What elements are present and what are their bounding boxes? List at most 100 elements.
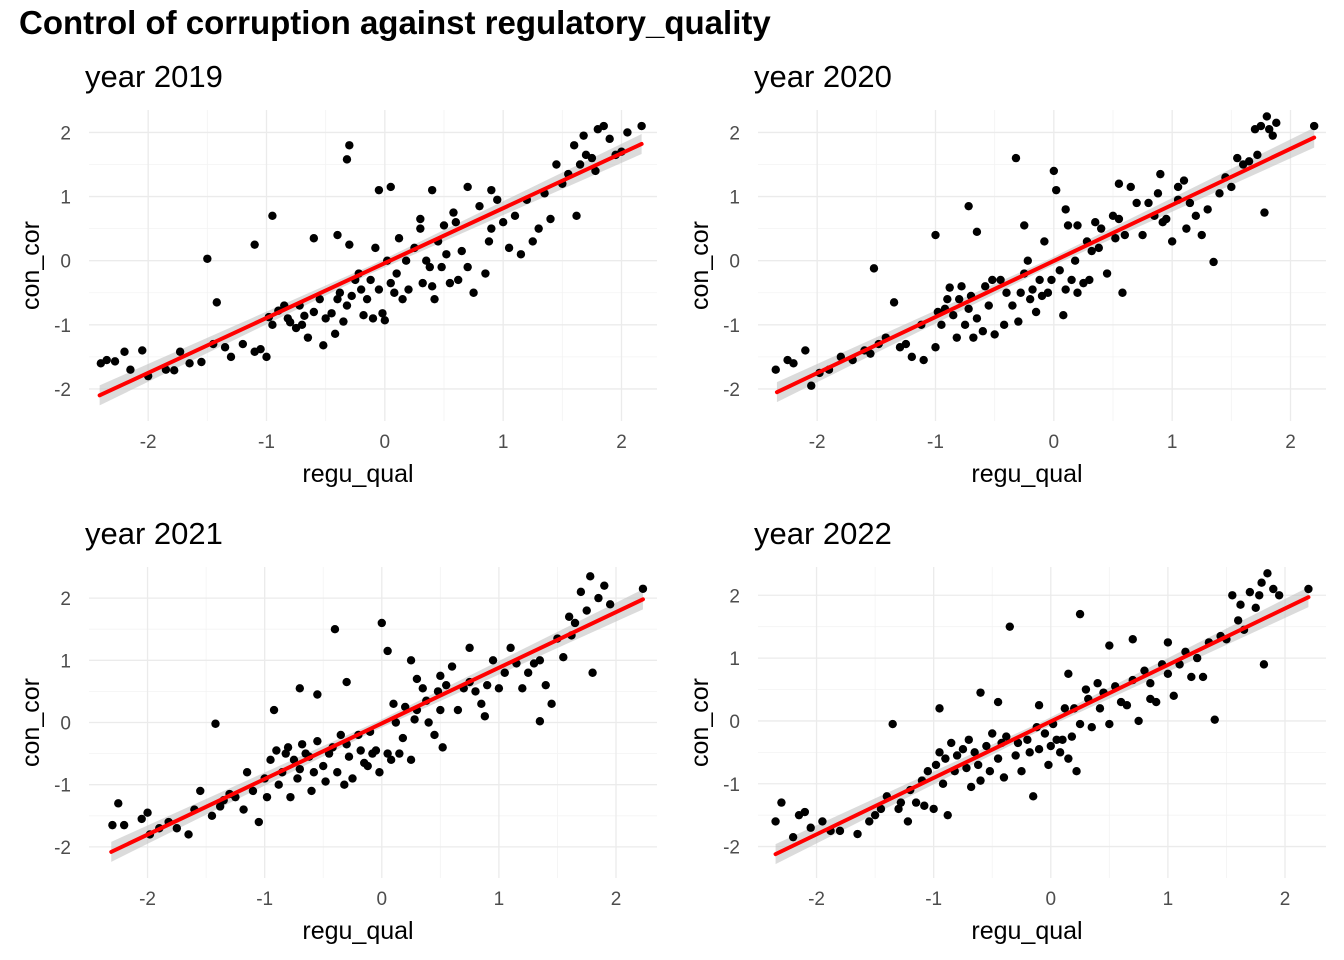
data-point bbox=[126, 365, 135, 374]
data-point bbox=[1052, 735, 1061, 744]
data-point bbox=[395, 749, 404, 758]
data-point bbox=[1040, 729, 1050, 738]
data-point bbox=[1002, 288, 1011, 297]
fit-line bbox=[109, 597, 645, 854]
data-point bbox=[1047, 275, 1056, 285]
x-axis-label: regu_qual bbox=[971, 460, 1082, 488]
data-point bbox=[966, 782, 976, 792]
data-point bbox=[344, 752, 354, 761]
data-point bbox=[416, 224, 425, 233]
data-point bbox=[242, 768, 252, 777]
data-point bbox=[1169, 691, 1178, 700]
data-point bbox=[1162, 214, 1171, 224]
data-point bbox=[1052, 185, 1061, 195]
data-point bbox=[238, 339, 248, 349]
data-point bbox=[943, 294, 952, 304]
data-point bbox=[416, 214, 425, 224]
data-point bbox=[586, 572, 595, 581]
data-point bbox=[1105, 719, 1114, 729]
data-point bbox=[534, 224, 543, 233]
y-tick-label: 0 bbox=[60, 714, 71, 735]
data-point bbox=[1259, 660, 1269, 669]
data-point bbox=[1253, 150, 1262, 160]
panel-title: year 2020 bbox=[754, 59, 892, 94]
data-point bbox=[896, 798, 906, 807]
data-point bbox=[958, 745, 968, 754]
y-tick-label: 2 bbox=[60, 589, 71, 610]
data-point bbox=[477, 699, 486, 709]
data-point bbox=[1025, 748, 1034, 757]
data-point bbox=[1198, 672, 1208, 682]
data-point bbox=[1251, 603, 1260, 613]
data-point bbox=[439, 221, 449, 230]
data-point bbox=[978, 327, 988, 336]
data-point bbox=[436, 705, 445, 715]
data-point bbox=[482, 680, 492, 690]
data-point bbox=[600, 581, 609, 590]
data-point bbox=[1081, 685, 1091, 694]
data-point bbox=[1140, 666, 1149, 675]
x-tick-label: 1 bbox=[1167, 432, 1178, 453]
data-point bbox=[398, 294, 407, 304]
data-point bbox=[605, 134, 614, 144]
data-point bbox=[1236, 600, 1245, 609]
data-point bbox=[869, 264, 879, 273]
data-point bbox=[988, 729, 997, 738]
data-point bbox=[985, 766, 995, 776]
data-point bbox=[547, 699, 556, 709]
data-point bbox=[1064, 669, 1073, 679]
data-point bbox=[919, 355, 928, 365]
data-point bbox=[333, 768, 342, 777]
data-point bbox=[1269, 584, 1278, 594]
y-tick-label: -2 bbox=[54, 838, 71, 859]
data-point bbox=[330, 329, 340, 338]
data-point bbox=[392, 269, 401, 278]
y-tick-label: 2 bbox=[729, 123, 740, 144]
y-tick-label: -1 bbox=[723, 775, 740, 796]
data-point bbox=[1002, 732, 1011, 741]
data-point bbox=[1035, 275, 1044, 285]
x-tick-label: 0 bbox=[376, 889, 387, 910]
data-point bbox=[500, 668, 509, 677]
data-point bbox=[453, 705, 463, 715]
data-point bbox=[418, 278, 427, 288]
data-point bbox=[1040, 237, 1049, 246]
panel-title: year 2019 bbox=[85, 59, 223, 94]
data-point bbox=[1073, 221, 1082, 230]
data-point bbox=[447, 662, 457, 671]
panel-2: -2 -1 0 1 2 -2 -1 0 1 2 year 2020 regu_qual con_cor bbox=[686, 59, 1326, 488]
data-point bbox=[1025, 294, 1035, 304]
data-point bbox=[1102, 269, 1112, 278]
data-point bbox=[342, 677, 351, 687]
data-point bbox=[454, 275, 463, 285]
data-point bbox=[777, 798, 786, 807]
x-tick-label: -1 bbox=[258, 432, 275, 453]
data-point bbox=[262, 792, 272, 802]
data-point bbox=[457, 246, 466, 256]
data-point bbox=[1073, 288, 1082, 297]
data-point bbox=[1132, 198, 1141, 208]
panel-title: year 2022 bbox=[754, 516, 892, 551]
data-point bbox=[981, 282, 990, 291]
y-tick-label: 1 bbox=[60, 188, 71, 209]
data-point bbox=[1023, 256, 1032, 265]
data-point bbox=[383, 646, 392, 656]
x-tick-label: -1 bbox=[927, 432, 944, 453]
data-point bbox=[1263, 569, 1272, 578]
data-point bbox=[484, 237, 494, 246]
data-point bbox=[937, 320, 946, 330]
data-point bbox=[599, 121, 608, 131]
data-point bbox=[518, 684, 527, 693]
data-point bbox=[398, 733, 408, 743]
y-tick-label: -1 bbox=[54, 776, 71, 797]
data-point bbox=[348, 774, 357, 783]
data-point bbox=[110, 357, 120, 366]
x-tick-label: -1 bbox=[925, 889, 942, 910]
data-point bbox=[535, 717, 545, 726]
data-point bbox=[114, 799, 123, 808]
data-point bbox=[1187, 672, 1196, 682]
data-point bbox=[1309, 121, 1319, 131]
data-point bbox=[947, 738, 956, 748]
y-tick-label: -2 bbox=[54, 380, 71, 401]
